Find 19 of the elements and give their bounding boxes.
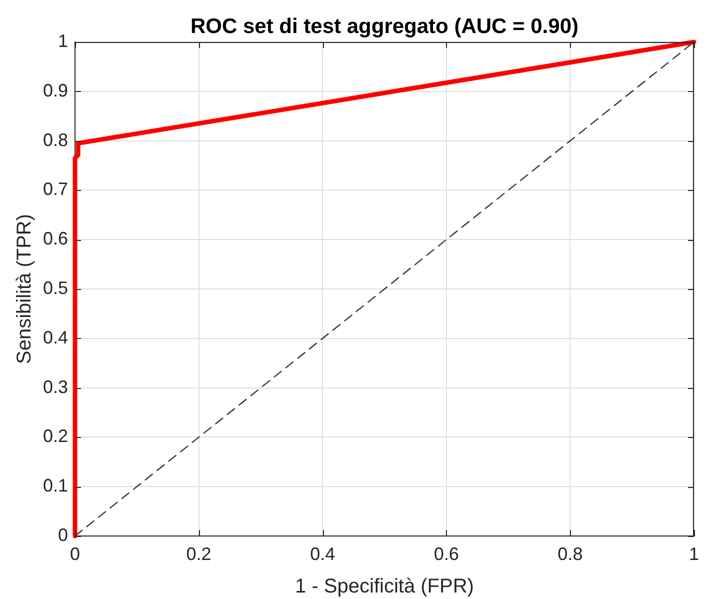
- x-tick-label: 0.6: [434, 544, 459, 564]
- y-tick-label: 0.2: [42, 426, 68, 446]
- x-tick-label: 1: [688, 544, 699, 564]
- chart-title: ROC set di test aggregato (AUC = 0.90): [190, 15, 578, 38]
- y-tick-label: 0.4: [42, 327, 68, 348]
- y-tick-label: 0: [58, 524, 68, 545]
- y-tick-label: 1: [58, 30, 68, 51]
- y-tick-label: 0.7: [42, 179, 68, 200]
- y-axis-title: Sensibilità (TPR): [14, 214, 36, 364]
- y-tick-label: 0.6: [42, 228, 68, 249]
- x-tick-label: 0.8: [558, 544, 583, 564]
- y-tick-label: 0.8: [42, 130, 68, 150]
- x-axis-title: 1 - Specificità (FPR): [295, 576, 474, 598]
- y-tick-label: 0.3: [42, 376, 68, 397]
- y-tick-label: 0.5: [42, 278, 68, 298]
- y-tick-label: 0.1: [42, 476, 68, 496]
- y-tick-label: 0.9: [42, 80, 68, 100]
- x-tick-label: 0.2: [186, 544, 212, 564]
- x-tick-label: 0.4: [310, 544, 336, 564]
